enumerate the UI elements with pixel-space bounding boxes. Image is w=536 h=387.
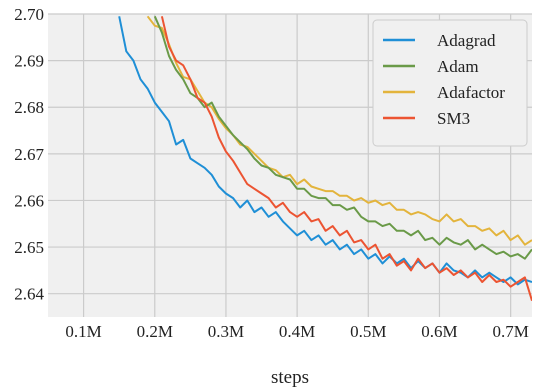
series-line-adafactor — [146, 15, 532, 246]
x-tick-label: 0.2M — [137, 322, 173, 341]
legend-label: Adagrad — [437, 31, 496, 50]
x-tick-label: 0.6M — [421, 322, 457, 341]
legend-label: SM3 — [437, 109, 470, 128]
x-tick-label: 0.5M — [350, 322, 386, 341]
y-tick-label: 2.69 — [14, 52, 44, 71]
grid — [48, 13, 532, 317]
y-tick-label: 2.65 — [14, 238, 44, 257]
x-tick-label: 0.4M — [279, 322, 315, 341]
series-line-sm3 — [160, 16, 532, 301]
x-axis-label: steps — [271, 367, 309, 387]
x-tick-label: 0.7M — [492, 322, 528, 341]
y-tick-label: 2.70 — [14, 5, 44, 24]
legend-box — [372, 19, 528, 147]
x-tick-label: 0.3M — [208, 322, 244, 341]
series-line-adam — [153, 15, 532, 260]
tick-labels: 0.1M 0.2M 0.3M 0.4M 0.5M 0.6M 0.7M 2.64 2.65 2.66… — [14, 5, 529, 341]
y-tick-label: 2.68 — [14, 98, 44, 117]
series-line-adagrad — [118, 16, 532, 286]
legend-label: Adafactor — [437, 83, 505, 102]
series-layer — [118, 15, 532, 301]
x-tick-label: 0.1M — [65, 322, 101, 341]
legend: Adagrad Adam Adafactor SM3 — [372, 19, 528, 147]
y-tick-label: 2.64 — [14, 285, 44, 304]
legend-label: Adam — [437, 57, 479, 76]
y-tick-label: 2.67 — [14, 145, 44, 164]
y-tick-label: 2.66 — [14, 191, 44, 210]
